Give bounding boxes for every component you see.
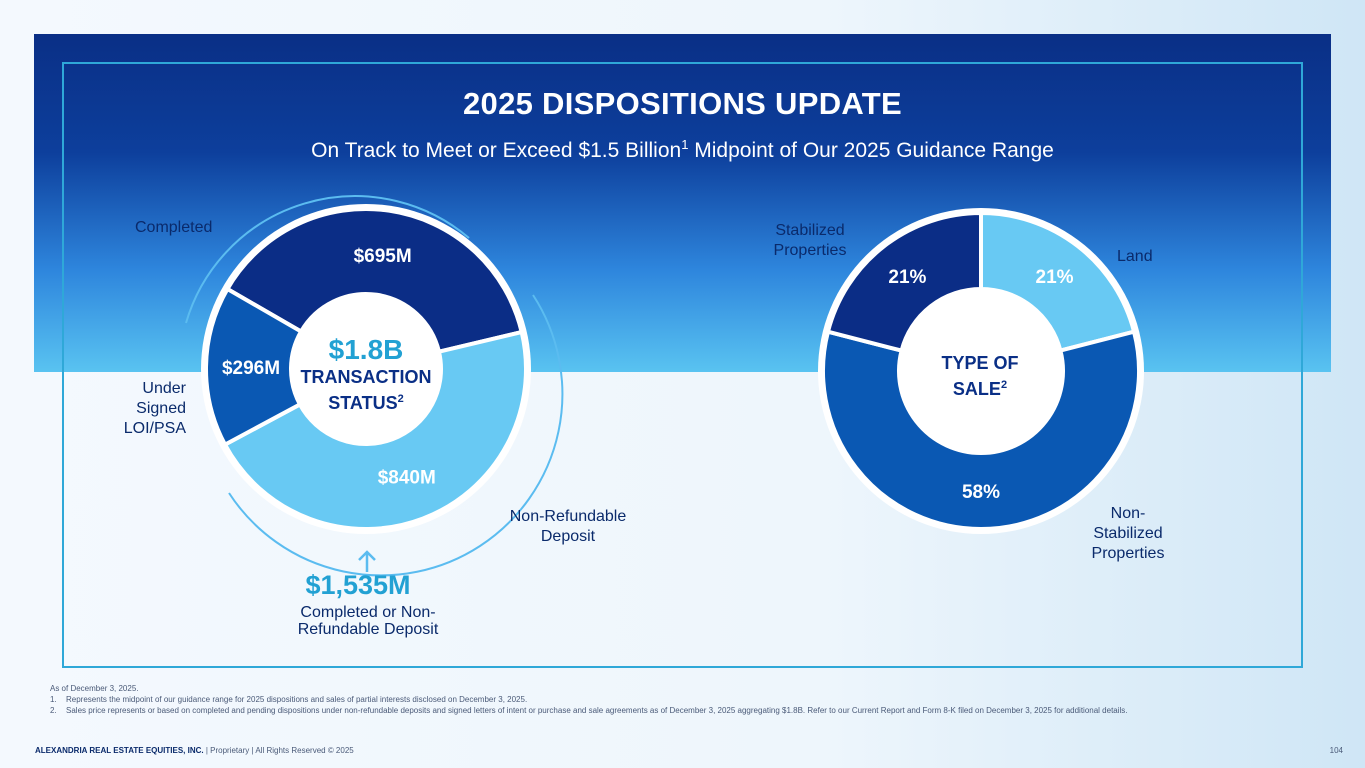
footnote-ref-2a: 2 (397, 393, 404, 405)
footnote-as-of: As of December 3, 2025. (50, 684, 139, 693)
category-label-completed: Completed (135, 219, 213, 236)
type-of-sale-center-hole (899, 289, 1063, 453)
transaction-status-center: $1.8B TRANSACTION STATUS2 (286, 334, 446, 414)
footnote-2-text: Sales price represents or based on compl… (66, 706, 1128, 715)
footnote-1-text: Represents the midpoint of our guidance … (66, 695, 528, 704)
footer: ALEXANDRIA REAL ESTATE EQUITIES, INC. | … (35, 746, 354, 755)
footnote-2-num: 2. (50, 706, 57, 715)
footnote-ref-1: 1 (681, 137, 689, 152)
type-of-sale-value-label-1: 58% (962, 482, 1000, 503)
type-of-sale-title-text: TYPE OF SALE (941, 353, 1019, 399)
deposit-bracket-arc (228, 294, 564, 577)
footnote-1-num: 1. (50, 695, 57, 704)
footer-company: ALEXANDRIA REAL ESTATE EQUITIES, INC. (35, 746, 204, 755)
transaction-total: $1.8B (328, 334, 404, 365)
transaction-status-donut: $695M $840M $296M (201, 204, 531, 534)
footnote-2: 2. Sales price represents or based on com… (50, 705, 1330, 716)
page-subtitle: On Track to Meet or Exceed $1.5 Billion1… (0, 137, 1365, 163)
type-of-sale-value-label-0: 21% (1036, 267, 1074, 288)
category-label-loi-psa: Under Signed LOI/PSA (123, 380, 186, 437)
footer-rights: | Proprietary | All Rights Reserved © 20… (203, 746, 354, 755)
subtitle-text: On Track to Meet or Exceed $1.5 Billion (311, 139, 682, 162)
transaction-status-value-label-1: $840M (378, 468, 436, 489)
callout-amount: $1,535M (305, 570, 411, 600)
type-of-sale-title: TYPE OF SALE2 (915, 352, 1045, 400)
subtitle-text-end: Midpoint of Our 2025 Guidance Range (688, 139, 1054, 162)
callout-text: Completed or Non-Refundable Deposit (297, 604, 439, 638)
page-number: 104 (1329, 746, 1343, 755)
transaction-status-value-label-2: $296M (222, 358, 280, 379)
transaction-status-center-hole (291, 294, 441, 444)
completed-bracket-arc (185, 195, 470, 324)
transaction-status-title-text: TRANSACTION STATUS (300, 367, 432, 413)
page-title: 2025 DISPOSITIONS UPDATE (462, 86, 903, 121)
type-of-sale-donut: 21% 58% 21% (818, 208, 1144, 534)
footnote-1: 1. Represents the midpoint of our guidanc… (50, 694, 1330, 705)
callout-arrow-icon (358, 550, 376, 572)
category-label-land: Land (1117, 248, 1153, 265)
content-frame (62, 62, 1303, 668)
footnote-ref-2b: 2 (1000, 379, 1008, 391)
category-label-stabilized: Stabilized Properties (773, 222, 847, 259)
type-of-sale-value-label-2: 21% (888, 267, 926, 288)
category-label-non-stabilized: Non-Stabilized Properties (1091, 505, 1165, 562)
transaction-status-value-label-0: $695M (354, 246, 412, 267)
footnotes: As of December 3, 2025. 1. Represents the… (50, 683, 1330, 716)
type-of-sale-center: TYPE OF SALE2 (915, 352, 1045, 400)
category-label-non-refundable: Non-Refundable Deposit (509, 508, 627, 545)
transaction-status-title: TRANSACTION STATUS2 (286, 366, 446, 414)
